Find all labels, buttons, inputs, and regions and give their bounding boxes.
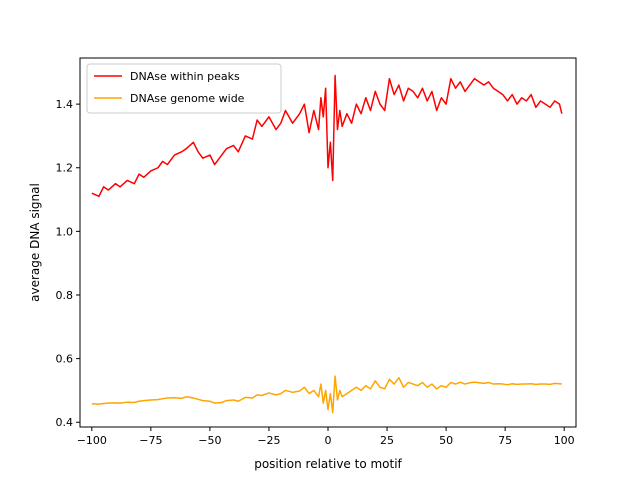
x-tick-label: −75 bbox=[139, 434, 162, 447]
series-line-dnase-genome-wide bbox=[91, 375, 562, 414]
x-tick-label: 75 bbox=[498, 434, 512, 447]
legend-box bbox=[86, 63, 282, 114]
y-tick-label: 1.2 bbox=[56, 162, 74, 175]
y-tick-label: 1.4 bbox=[56, 98, 74, 111]
plot-area bbox=[79, 57, 577, 428]
series-line-dnase-within-peaks bbox=[91, 74, 563, 198]
x-tick-label: 25 bbox=[380, 434, 394, 447]
x-tick-label: 100 bbox=[554, 434, 575, 447]
x-tick-label: −100 bbox=[77, 434, 107, 447]
legend-label-dnase-genome-wide: DNAse genome wide bbox=[130, 92, 245, 105]
plot-frame bbox=[80, 58, 576, 427]
x-tick-label: 50 bbox=[439, 434, 453, 447]
x-axis-label: position relative to motif bbox=[254, 457, 402, 471]
y-tick-label: 0.8 bbox=[56, 289, 74, 302]
x-tick-label: 0 bbox=[325, 434, 332, 447]
series-layer bbox=[91, 74, 563, 414]
y-tick-label: 0.6 bbox=[56, 353, 74, 366]
legend-label-dnase-within-peaks: DNAse within peaks bbox=[130, 70, 240, 83]
x-tick-label: −25 bbox=[257, 434, 280, 447]
y-axis-ticks: 0.4 0.6 0.8 1.0 1.2 1.4 bbox=[56, 98, 80, 429]
x-tick-label: −50 bbox=[198, 434, 221, 447]
y-axis-label: average DNA signal bbox=[28, 183, 42, 302]
y-tick-label: 0.4 bbox=[56, 416, 74, 429]
legend: DNAse within peaks DNAse genome wide bbox=[86, 63, 282, 114]
x-axis-ticks: −100 −75 −50 −25 0 25 50 75 100 bbox=[77, 427, 575, 447]
y-tick-label: 1.0 bbox=[56, 225, 74, 238]
